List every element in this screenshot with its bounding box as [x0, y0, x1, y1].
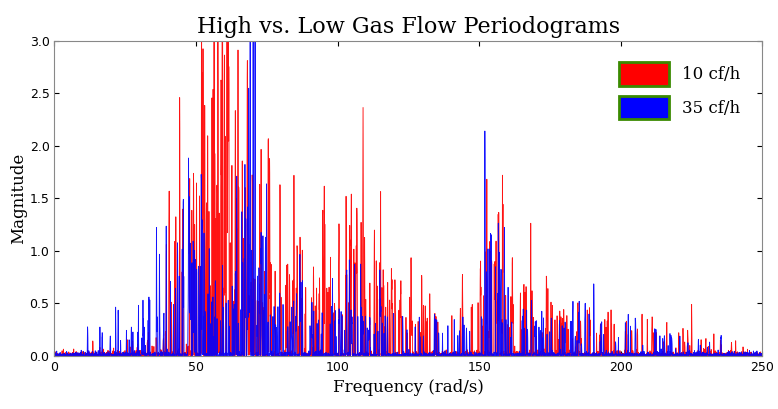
- Y-axis label: Magnitude: Magnitude: [10, 153, 26, 244]
- X-axis label: Frequency (rad/s): Frequency (rad/s): [333, 379, 484, 396]
- Title: High vs. Low Gas Flow Periodograms: High vs. Low Gas Flow Periodograms: [197, 16, 620, 38]
- Legend: 10 cf/h, 35 cf/h: 10 cf/h, 35 cf/h: [612, 56, 747, 126]
